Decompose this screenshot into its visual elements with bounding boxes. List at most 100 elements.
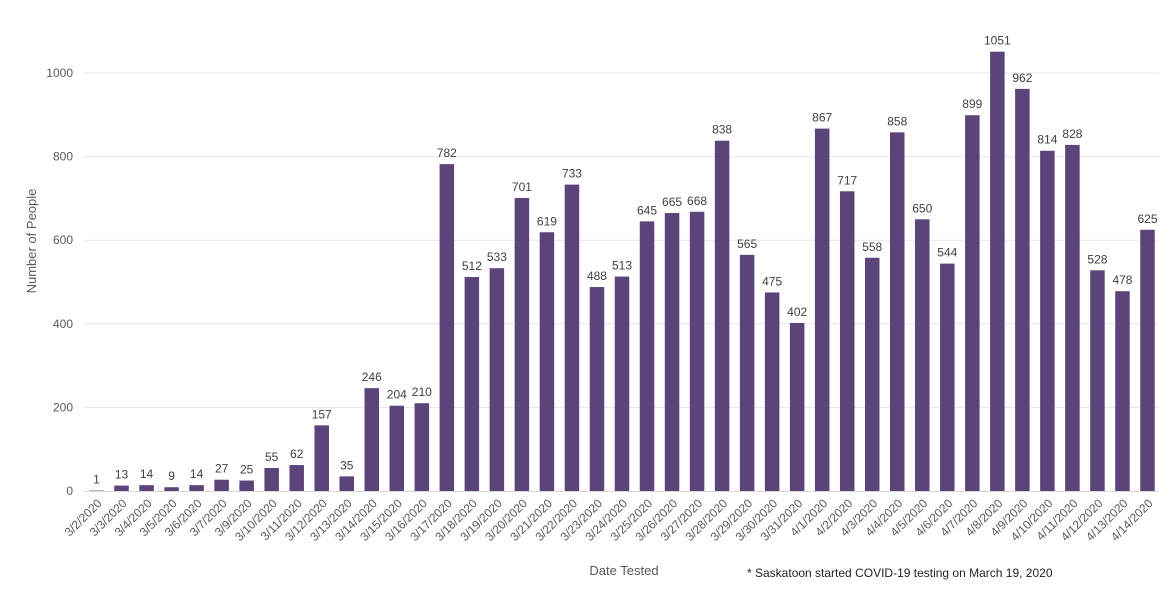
data-label: 14 [190, 467, 204, 481]
data-label: 55 [265, 450, 279, 464]
bar [539, 232, 555, 491]
bar [1140, 229, 1155, 491]
data-label: 27 [215, 462, 229, 476]
bar [214, 479, 229, 491]
bar [664, 213, 680, 491]
bar [614, 276, 630, 491]
bar [89, 490, 104, 492]
bar [514, 197, 530, 491]
bar [1090, 270, 1105, 491]
x-axis-title: Date Tested [589, 563, 658, 578]
y-axis-ticks: 0 200 400 600 800 1000 [46, 66, 73, 498]
y-tick-label: 800 [53, 150, 73, 164]
bar [890, 132, 905, 491]
data-label: 1051 [984, 34, 1011, 48]
bar [314, 425, 329, 491]
data-label: 475 [762, 274, 782, 288]
data-label: 717 [837, 173, 857, 187]
data-label: 668 [687, 194, 707, 208]
data-label: 565 [737, 237, 757, 251]
bar [714, 140, 730, 491]
bar [940, 263, 955, 491]
data-label: 558 [862, 240, 882, 254]
data-label: 13 [115, 468, 129, 482]
y-tick-label: 600 [53, 233, 73, 247]
data-label: 645 [637, 203, 657, 217]
bar [164, 487, 179, 491]
data-label: 665 [662, 195, 682, 209]
bar [965, 115, 980, 491]
gridlines [84, 72, 1159, 408]
bar [1065, 144, 1080, 491]
bar [689, 211, 705, 491]
data-label: 35 [340, 458, 354, 472]
data-label: 402 [787, 305, 807, 319]
bar [189, 485, 204, 491]
bar [1115, 291, 1130, 491]
bar [764, 292, 780, 491]
bar [639, 221, 655, 491]
bar [789, 322, 805, 491]
data-label: 1 [93, 473, 100, 487]
data-label: 701 [512, 180, 532, 194]
annotation-note: * Saskatoon started COVID-19 testing on … [747, 566, 1053, 580]
data-label: 867 [812, 111, 832, 125]
y-axis-title: Number of People [24, 189, 39, 294]
bar [139, 485, 154, 491]
data-label: 533 [487, 250, 507, 264]
bar [264, 468, 279, 491]
data-label: 838 [712, 123, 732, 137]
data-label: 512 [462, 259, 482, 273]
data-label: 828 [1062, 127, 1082, 141]
data-label: 9 [168, 469, 175, 483]
bar [289, 465, 304, 491]
y-tick-label: 0 [66, 484, 73, 498]
bar [990, 51, 1005, 491]
data-label: 210 [412, 385, 432, 399]
data-label: 513 [612, 259, 632, 273]
bar [564, 184, 580, 491]
x-axis-ticks: 3/2/20203/3/20203/4/20203/5/20203/6/2020… [62, 496, 1156, 544]
data-label: 14 [140, 467, 154, 481]
data-label: 858 [887, 114, 907, 128]
data-label: 62 [290, 447, 304, 461]
bar [439, 164, 455, 491]
data-label: 733 [562, 167, 582, 181]
data-label: 25 [240, 463, 254, 477]
bar [839, 191, 855, 491]
bar [589, 287, 605, 491]
data-label: 962 [1012, 71, 1032, 85]
bar [864, 257, 880, 491]
data-label: 246 [362, 370, 382, 384]
bar [489, 268, 505, 491]
bar [1040, 150, 1055, 492]
bar [389, 405, 405, 491]
bars [89, 51, 1155, 492]
bar [464, 276, 480, 491]
data-label: 625 [1137, 212, 1157, 226]
data-label: 782 [437, 146, 457, 160]
y-tick-label: 200 [53, 400, 73, 414]
bar [339, 476, 354, 491]
data-label: 650 [912, 201, 932, 215]
y-tick-label: 400 [53, 317, 73, 331]
bar [414, 403, 430, 491]
bar [364, 388, 380, 491]
data-label: 544 [937, 246, 957, 260]
bar [114, 485, 129, 491]
data-label: 478 [1112, 273, 1132, 287]
bar [915, 219, 930, 492]
bar [1015, 88, 1030, 491]
data-label: 488 [587, 269, 607, 283]
data-label: 899 [962, 97, 982, 111]
y-tick-label: 1000 [46, 66, 73, 80]
data-label: 619 [537, 214, 557, 228]
data-labels: 1 13 14 9 14 27 25 55 62 157 35 246 204 210 782 512 533 7… [93, 34, 1158, 487]
bar [739, 254, 755, 491]
data-label: 814 [1037, 133, 1057, 147]
bar [814, 128, 830, 491]
data-label: 204 [387, 388, 407, 402]
data-label: 157 [312, 407, 332, 421]
data-label: 528 [1087, 252, 1107, 266]
